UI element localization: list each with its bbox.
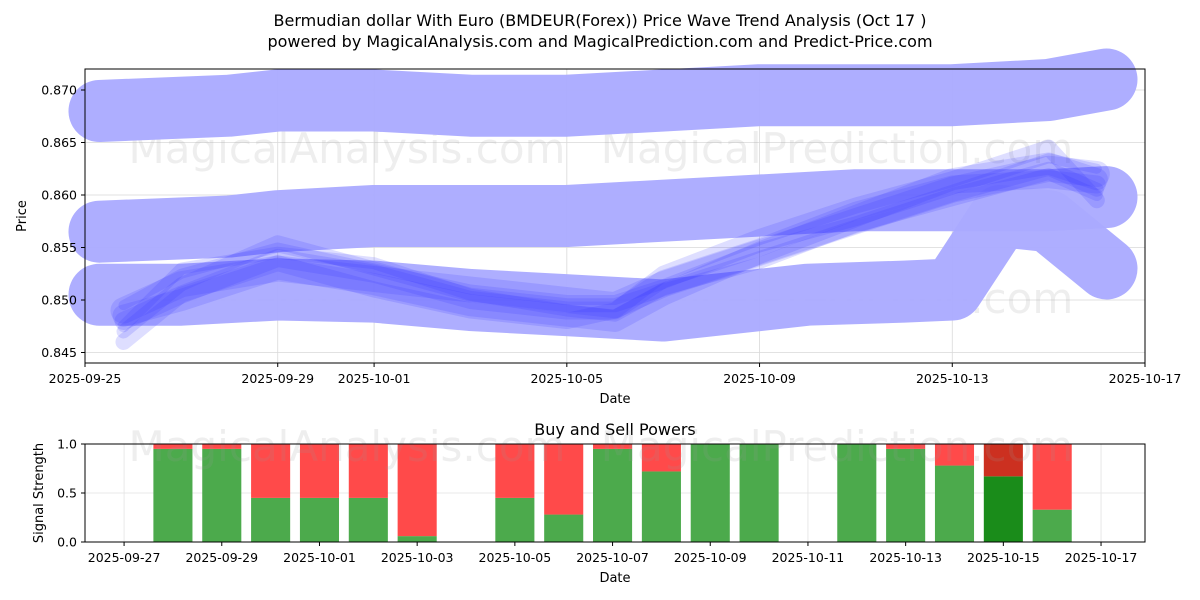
price-y-tick-label-2: 0.855	[41, 240, 77, 255]
signal-x-tick-label-0: 2025-09-27	[88, 550, 161, 565]
sell-bar-2025-10-02	[348, 444, 388, 498]
sell-bar-2025-10-15	[983, 444, 1023, 477]
price-wave-5	[115, 139, 1105, 350]
price-band-2	[68, 185, 1138, 342]
sell-bar-2025-10-16	[1032, 444, 1072, 510]
sell-bar-2025-10-13	[886, 444, 926, 449]
signal-x-tick-label-3: 2025-10-03	[381, 550, 454, 565]
watermark-analysis-bottom: MagicalAnalysis.com	[129, 422, 566, 471]
signal-x-tick-label-7: 2025-10-11	[772, 550, 845, 565]
price-wave-4	[118, 153, 1102, 311]
price-band-1	[68, 166, 1138, 263]
signal-x-tick-label-1: 2025-09-29	[185, 550, 258, 565]
price-y-tick-label-5: 0.870	[41, 83, 77, 98]
buy-bar-2025-10-13	[886, 448, 926, 542]
price-x-axis-label: Date	[599, 392, 630, 407]
signal-y-tick-label-2: 1.0	[57, 437, 77, 452]
buy-bar-2025-10-01	[299, 497, 340, 542]
buy-bar-2025-10-15	[983, 476, 1023, 542]
signal-bars	[153, 444, 1072, 542]
price-y-axis: 0.845 0.850 0.855 0.860 0.865 0.870	[41, 83, 85, 360]
sell-bar-2025-10-05	[495, 444, 535, 498]
signal-x-tick-label-6: 2025-10-09	[674, 550, 747, 565]
buy-sell-title: Buy and Sell Powers	[534, 420, 696, 439]
buy-bar-2025-10-07	[593, 448, 633, 542]
price-y-tick-label-1: 0.850	[41, 293, 77, 308]
buy-sell-power-chart: Buy and Sell Powers MagicalAnalysis.com …	[32, 420, 1146, 586]
sell-bar-2025-09-29	[202, 444, 242, 449]
buy-bar-2025-10-16	[1032, 509, 1072, 542]
price-series	[110, 139, 1110, 350]
price-x-axis: 2025-09-25 2025-09-29 2025-10-01 2025-10-05…	[49, 363, 1182, 386]
buy-bar-2025-09-29	[202, 448, 242, 542]
price-x-tick-label-3: 2025-10-05	[530, 371, 603, 386]
signal-x-tick-label-2: 2025-10-01	[283, 550, 356, 565]
price-wave-1	[114, 170, 1106, 330]
price-x-tick-label-6: 2025-10-17	[1109, 371, 1182, 386]
chart-subtitle: powered by MagicalAnalysis.com and Magic…	[267, 32, 932, 51]
buy-bar-2025-10-02	[348, 497, 388, 542]
price-x-tick-label-1: 2025-09-29	[241, 371, 314, 386]
buy-bar-2025-10-03	[397, 536, 437, 542]
price-y-tick-label-0: 0.845	[41, 345, 77, 360]
buy-bar-2025-09-28	[153, 448, 193, 542]
price-wave-chart: MagicalAnalysis.com MagicalPrediction.co…	[15, 48, 1182, 407]
price-plot-frame	[84, 68, 1146, 364]
sell-bar-2025-10-06	[544, 444, 584, 515]
price-bands	[68, 48, 1138, 342]
price-y-axis-label: Price	[15, 200, 30, 232]
price-y-tick-label-3: 0.860	[41, 188, 77, 203]
signal-x-axis-label: Date	[599, 571, 630, 586]
sell-bar-2025-09-30	[251, 444, 291, 498]
sell-bar-2025-09-28	[153, 444, 193, 449]
signal-x-tick-label-4: 2025-10-05	[479, 550, 552, 565]
signal-x-axis: 2025-09-27 2025-09-29 2025-10-01 2025-10-03…	[88, 542, 1138, 565]
price-band-0	[68, 48, 1138, 142]
signal-y-axis: 0.0 0.5 1.0	[57, 437, 85, 550]
buy-bar-2025-10-10	[739, 444, 779, 542]
buy-bar-2025-10-06	[544, 514, 584, 542]
sell-bar-2025-10-03	[397, 444, 437, 537]
price-wave-0	[110, 155, 1110, 324]
sell-bar-2025-10-14	[934, 444, 975, 466]
price-x-tick-label-5: 2025-10-13	[916, 371, 989, 386]
price-wave-6	[117, 168, 1103, 333]
sell-bar-2025-10-07	[593, 444, 633, 449]
buy-bar-2025-10-12	[837, 444, 877, 542]
sell-bar-2025-10-01	[299, 444, 340, 498]
price-x-tick-label-4: 2025-10-09	[723, 371, 796, 386]
signal-x-tick-label-5: 2025-10-07	[576, 550, 649, 565]
signal-y-axis-label: Signal Strength	[32, 443, 47, 543]
signal-x-tick-label-10: 2025-10-17	[1065, 550, 1138, 565]
signal-y-tick-label-0: 0.0	[57, 535, 77, 550]
price-y-tick-label-4: 0.865	[41, 135, 77, 150]
signal-y-tick-label-1: 0.5	[57, 486, 77, 501]
signal-x-tick-label-8: 2025-10-13	[869, 550, 942, 565]
watermark-prediction-top: MagicalPrediction.com	[601, 124, 1074, 173]
buy-bar-2025-10-05	[495, 497, 535, 542]
buy-bar-2025-10-09	[690, 444, 730, 542]
watermark-prediction-bottom: MagicalPrediction.com	[601, 422, 1074, 471]
price-x-tick-label-2: 2025-10-01	[338, 371, 411, 386]
chart-title: Bermudian dollar With Euro (BMDEUR(Forex…	[274, 11, 927, 30]
signal-x-tick-label-9: 2025-10-15	[967, 550, 1040, 565]
price-wave-3	[112, 152, 1108, 332]
buy-bar-2025-09-30	[251, 497, 291, 542]
buy-bar-2025-10-14	[934, 465, 975, 542]
price-wave-2	[116, 161, 1104, 339]
buy-bar-2025-10-08	[641, 471, 681, 542]
sell-bar-2025-10-08	[641, 444, 681, 472]
price-x-tick-label-0: 2025-09-25	[49, 371, 122, 386]
